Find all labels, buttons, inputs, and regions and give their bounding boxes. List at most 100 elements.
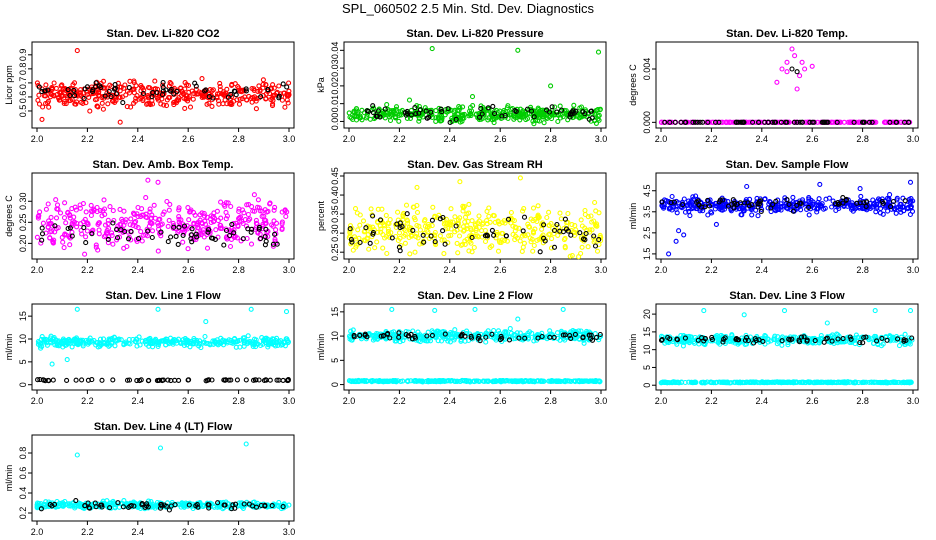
data-point-other (201, 234, 207, 240)
data-point-SPL (798, 200, 804, 207)
data-point-other (166, 95, 172, 101)
data-point-other (203, 340, 209, 346)
data-point-SPL (46, 378, 52, 384)
data-point-SPL (832, 200, 838, 207)
data-point-SPL (362, 331, 368, 337)
data-point-other-low (346, 378, 352, 384)
data-point-other-low (500, 378, 506, 384)
data-point-other (547, 231, 553, 237)
data-point-other (548, 83, 554, 89)
data-point-other (147, 206, 153, 212)
data-point-other (499, 237, 505, 243)
data-point-other (180, 90, 186, 97)
data-point-other (466, 337, 472, 344)
data-point-SPL (682, 335, 688, 341)
data-point-other-low (541, 378, 547, 384)
data-point-other (389, 306, 395, 312)
data-point-other (218, 199, 224, 205)
data-point-other (578, 217, 584, 223)
data-point-other (818, 333, 824, 339)
data-point-other (39, 116, 45, 122)
data-point-other (478, 103, 484, 109)
data-point-other (53, 337, 59, 343)
data-point-other-low (904, 380, 910, 386)
x-tick-label: 2.6 (806, 265, 819, 275)
data-point-other (285, 100, 291, 106)
data-point-SPL (174, 88, 180, 94)
data-point-SPL (798, 334, 805, 340)
data-point-SPL (192, 80, 198, 86)
data-point-other (472, 306, 478, 312)
x-tick-label: 2.2 (393, 134, 406, 144)
data-point-SPL (597, 331, 603, 338)
data-point-other (416, 223, 422, 229)
data-point-other (522, 233, 528, 239)
data-point-other (397, 235, 403, 241)
data-point-other (380, 245, 386, 251)
data-point-other (570, 229, 576, 235)
panel-5: Stan. Dev. Gas Stream RH2.0 2.2 2.4 2.6 2.8 3… (316, 159, 607, 275)
data-point-other (224, 86, 230, 92)
data-point-other (815, 199, 821, 205)
data-point-other-low (385, 379, 391, 385)
data-point-other (562, 243, 568, 250)
data-point-SPL (160, 79, 166, 86)
data-point-SPL (420, 232, 426, 238)
data-point-other (525, 221, 531, 227)
y-tick-label: 10 (642, 345, 652, 355)
data-point-other (563, 335, 569, 341)
data-point-SPL (516, 335, 522, 341)
data-point-other (460, 208, 466, 214)
data-point-other (51, 80, 57, 86)
data-point-other (350, 247, 356, 253)
data-point-other (121, 208, 127, 214)
data-point-SPL (546, 109, 553, 115)
data-point-other (121, 498, 127, 504)
data-point-SPL (404, 211, 410, 217)
data-point-other (681, 232, 687, 238)
data-point-SPL (535, 335, 541, 341)
data-point-other (186, 93, 192, 100)
data-point-SPL (672, 119, 678, 125)
data-point-other (414, 209, 421, 215)
data-point-other (215, 98, 222, 104)
x-tick-label: 2.2 (393, 396, 406, 406)
x-tick-label: 2.4 (132, 265, 145, 275)
data-point-SPL (901, 338, 907, 344)
data-point-SPL (171, 224, 177, 230)
data-point-SPL (270, 241, 276, 247)
data-point-other (534, 237, 540, 243)
panel-title: Stan. Dev. Gas Stream RH (407, 159, 543, 171)
data-point-other (147, 85, 153, 91)
data-point-other (110, 498, 116, 504)
data-point-other (781, 203, 788, 209)
data-point-other (790, 194, 796, 200)
data-point-other (385, 228, 391, 234)
data-point-SPL (551, 334, 557, 340)
data-point-other (77, 205, 83, 211)
data-point-other (400, 216, 406, 223)
data-point-SPL (397, 225, 403, 231)
data-point-other (355, 227, 361, 233)
data-point-other (71, 214, 77, 220)
data-point-other (45, 201, 51, 207)
data-point-other (595, 113, 601, 119)
data-point-other (46, 218, 52, 224)
data-point-other (188, 340, 194, 347)
data-point-other-low (597, 379, 603, 385)
data-point-SPL (240, 236, 246, 242)
data-point-other (229, 81, 235, 87)
data-point-other (754, 195, 760, 201)
data-point-SPL (159, 378, 165, 384)
data-point-other-low (892, 379, 898, 385)
data-point-other (267, 201, 273, 207)
data-point-SPL (134, 378, 140, 384)
data-point-other (257, 87, 263, 93)
data-point-other (412, 249, 418, 255)
data-point-SPL (205, 229, 211, 235)
x-tick-label: 3.0 (283, 134, 296, 144)
data-point-other (78, 87, 84, 93)
data-point-other (705, 212, 711, 218)
data-point-other (254, 204, 261, 210)
data-point-other (136, 334, 142, 340)
